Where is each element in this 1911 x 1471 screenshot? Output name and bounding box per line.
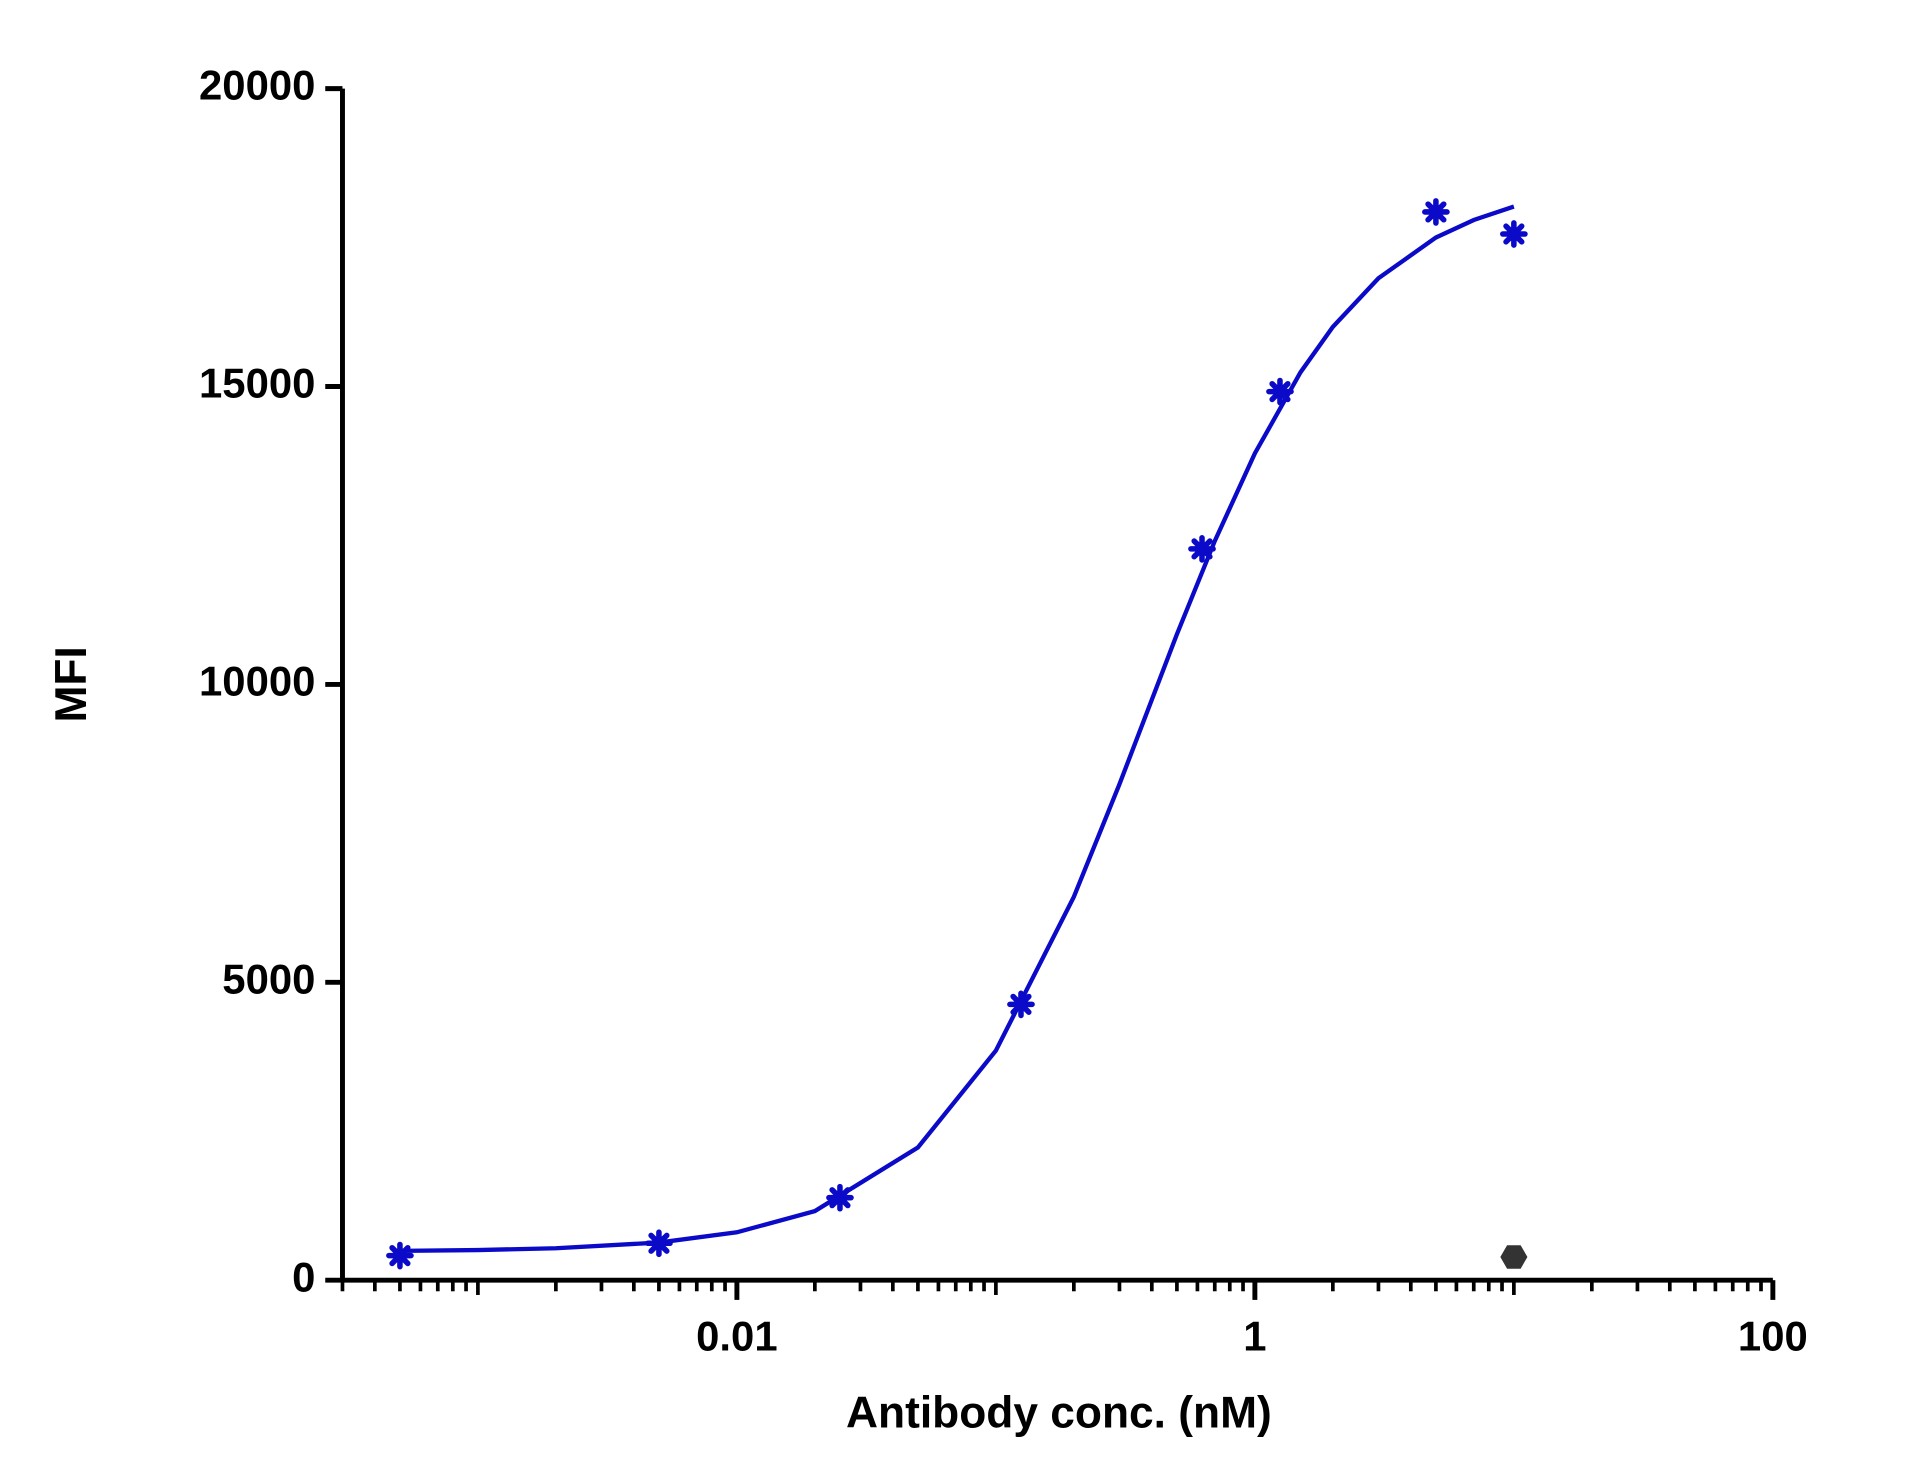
point [1007,990,1035,1019]
point [826,1183,854,1212]
y-tick-label: 15000 [199,360,315,407]
point [645,1229,673,1258]
x-tick-label: 100 [1738,1312,1808,1359]
x-tick-label: 1 [1243,1312,1266,1359]
y-tick-label: 5000 [222,955,315,1002]
point [1500,1245,1528,1269]
point [1266,377,1294,406]
point [1188,535,1216,563]
point [1422,198,1450,226]
fit-curve [399,204,1515,1254]
y-tick-label: 10000 [199,657,315,704]
x-axis-title: Antibody conc. (nM) [846,1388,1272,1437]
x-tick-label: 0.01 [696,1312,777,1359]
y-tick-label: 20000 [199,62,315,109]
y-axis-title: MFI [47,646,96,722]
point [386,1241,414,1270]
y-tick-label: 0 [292,1253,315,1300]
point [1500,220,1528,248]
